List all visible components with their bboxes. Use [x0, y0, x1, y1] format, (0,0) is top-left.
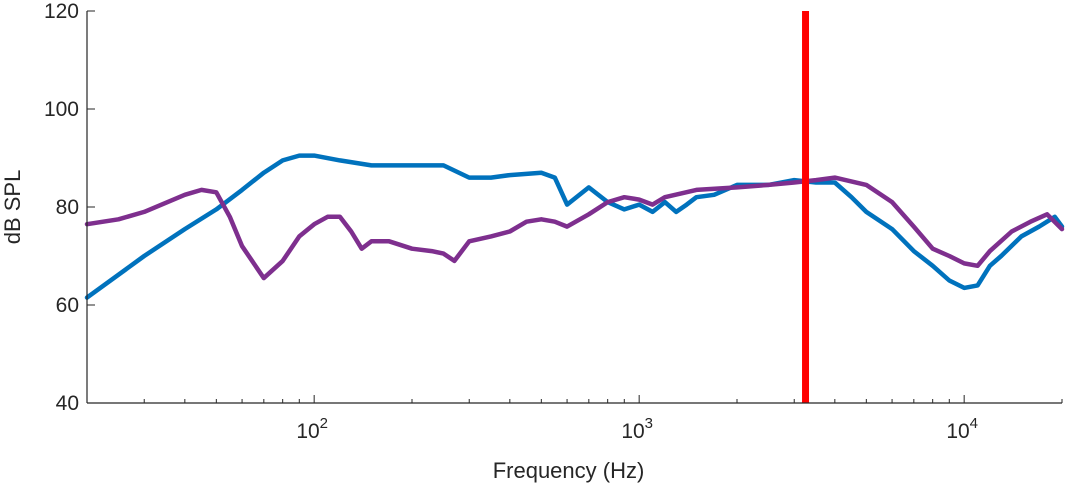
- x-tick-label: 104: [946, 415, 978, 443]
- y-axis-title: dB SPL: [0, 170, 25, 245]
- y-tick-label: 60: [56, 294, 79, 317]
- x-minor-ticks: [86, 399, 1063, 403]
- x-tick-label: 102: [296, 415, 328, 443]
- y-tick-label: 100: [44, 98, 79, 121]
- axes-layer: 40 60 80 100 120 102 103 104: [44, 0, 1063, 443]
- y-tick-label: 40: [56, 392, 79, 415]
- y-tick-label: 80: [56, 196, 79, 219]
- y-ticks: 40 60 80 100 120: [44, 0, 95, 415]
- series-line-1: [84, 153, 1065, 300]
- x-tick-label: 103: [621, 415, 653, 443]
- x-ticks: 102 103 104: [296, 395, 978, 443]
- y-tick-label: 120: [44, 0, 79, 23]
- series-layer: [84, 153, 1065, 300]
- x-axis-title: Frequency (Hz): [493, 458, 645, 483]
- series-line-2: [84, 175, 1065, 281]
